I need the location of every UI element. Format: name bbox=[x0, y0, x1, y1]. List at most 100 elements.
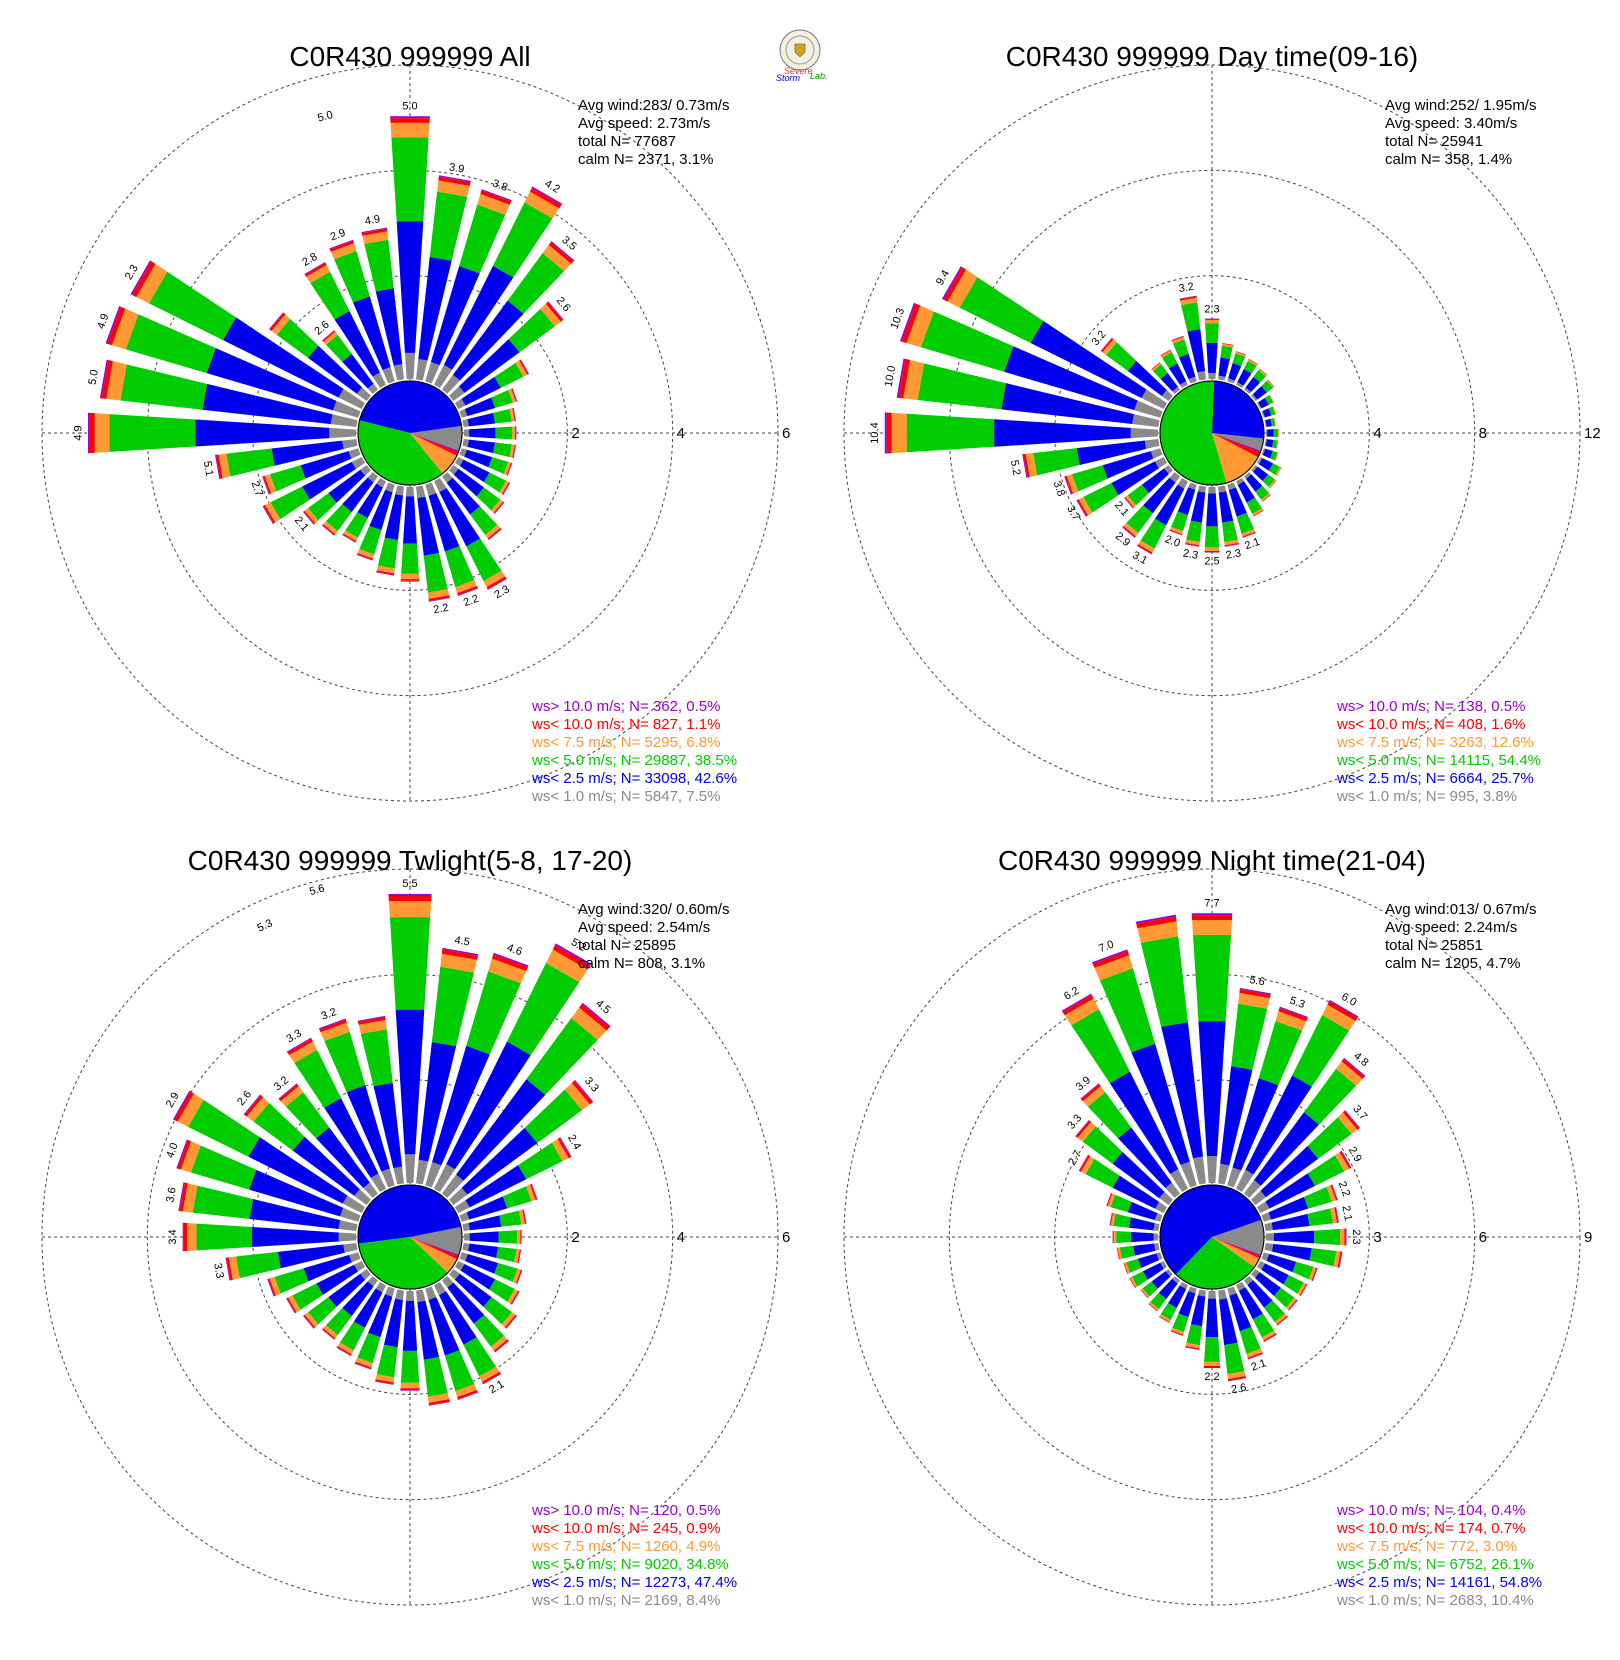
rose-bar-150-lt2_5 bbox=[1237, 481, 1255, 503]
rose-bar-140-lt10 bbox=[487, 527, 502, 540]
rose-bar-270-lt2_5 bbox=[1130, 1231, 1154, 1243]
rose-bar-310-calm bbox=[1161, 389, 1173, 401]
rose-bar-50-gt10 bbox=[574, 1079, 594, 1103]
rose-bar-330-lt2_5 bbox=[1169, 363, 1187, 385]
rose-bar-10-lt2_5 bbox=[418, 1042, 457, 1162]
stat-line: total N= 77687 bbox=[578, 133, 676, 150]
bar-total-label: 2.1 bbox=[1340, 1205, 1354, 1222]
rose-bar-150-lt7_5 bbox=[1252, 508, 1264, 516]
rose-bar-0-lt2_5 bbox=[1206, 342, 1218, 374]
bar-total-label: 2.9 bbox=[164, 1090, 182, 1109]
range-ring-label: 4 bbox=[1373, 425, 1381, 442]
rose-bar-320-lt5 bbox=[285, 1092, 330, 1139]
rose-bar-130-lt7_5 bbox=[501, 1312, 516, 1328]
rose-bar-260-calm bbox=[343, 1243, 358, 1253]
rose-bar-180-lt2_5 bbox=[1205, 1298, 1219, 1338]
pie-slice-ws<10 bbox=[410, 1237, 459, 1260]
rose-bar-300-calm bbox=[342, 1195, 366, 1213]
rose-bar-190-lt2_5 bbox=[384, 494, 403, 541]
rose-bar-90-lt10 bbox=[1344, 1228, 1346, 1246]
rose-bar-180-calm bbox=[1208, 1290, 1216, 1299]
rose-bar-120-lt5 bbox=[1268, 463, 1280, 475]
rose-bar-20-gt10 bbox=[1279, 1006, 1309, 1019]
rose-bar-250-calm bbox=[348, 448, 361, 459]
pie-slice-ws<5 bbox=[358, 420, 443, 485]
rose-bar-230-calm bbox=[360, 1269, 371, 1280]
rose-bar-190-lt7_5 bbox=[1185, 1342, 1200, 1349]
rose-bar-70-lt10 bbox=[511, 388, 517, 402]
rose-bar-260-calm bbox=[1154, 1243, 1160, 1251]
legend-entry: ws< 1.0 m/s; N= 5847, 7.5% bbox=[531, 788, 720, 805]
rose-bar-130-lt2_5 bbox=[454, 1273, 492, 1307]
rose-bar-80-lt7_5 bbox=[509, 408, 515, 422]
rose-bar-70-lt2_5 bbox=[466, 1196, 508, 1220]
rose-bar-140-lt2_5 bbox=[1247, 1280, 1273, 1308]
rose-bar-60-lt2_5 bbox=[461, 376, 501, 406]
pie-slice-ws<10 bbox=[1212, 433, 1261, 458]
rose-bar-310-gt10 bbox=[1100, 337, 1113, 352]
rose-bar-250-lt2_5 bbox=[300, 451, 352, 479]
legend-entry: ws< 1.0 m/s; N= 995, 3.8% bbox=[1336, 788, 1517, 805]
rose-bar-180-lt10 bbox=[1204, 550, 1220, 553]
rose-bar-330-lt7_5 bbox=[289, 1041, 318, 1063]
rose-bar-30-gt10 bbox=[531, 186, 563, 206]
rose-bar-310-lt10 bbox=[244, 1095, 264, 1117]
rose-bar-340-lt2_5 bbox=[346, 1085, 390, 1172]
legend-entry: ws< 7.5 m/s; N= 3263, 12.6% bbox=[1336, 734, 1534, 751]
rose-bar-200-lt10 bbox=[354, 1361, 372, 1370]
bar-total-label: 5.5 bbox=[402, 878, 417, 890]
rose-bar-230-lt5 bbox=[308, 493, 337, 521]
rose-bar-300-lt5 bbox=[1085, 1158, 1120, 1188]
rose-bar-190-calm bbox=[1197, 1289, 1206, 1297]
rose-bar-330-lt10 bbox=[1160, 349, 1171, 356]
rose-bar-110-lt2_5 bbox=[464, 449, 493, 468]
rose-bar-180-lt5 bbox=[400, 1350, 420, 1383]
rose-bar-60-lt5 bbox=[1264, 395, 1274, 405]
rose-bar-150-gt10 bbox=[482, 1373, 502, 1385]
range-ring-label: 9 bbox=[1584, 1229, 1592, 1246]
bar-total-label: 3.3 bbox=[211, 1262, 225, 1279]
rose-bar-100-lt7_5 bbox=[1333, 1250, 1341, 1268]
rose-bar-90-lt5 bbox=[495, 426, 513, 440]
stat-line: total N= 25895 bbox=[578, 937, 676, 954]
rose-bar-130-lt5 bbox=[483, 1297, 512, 1325]
rose-bar-340-calm bbox=[382, 367, 395, 384]
rose-bar-210-gt10 bbox=[342, 534, 356, 543]
rose-bar-340-gt10 bbox=[329, 239, 354, 250]
range-ring bbox=[843, 868, 1581, 1606]
rose-bar-120-lt2_5 bbox=[460, 1264, 496, 1290]
rose-bar-170-lt2_5 bbox=[417, 1300, 440, 1360]
bar-total-label: 3.8 bbox=[1051, 480, 1068, 498]
rose-bar-310-lt5 bbox=[1082, 1126, 1123, 1164]
rose-bar-190-calm bbox=[1197, 485, 1206, 493]
rose-bar-60-lt5 bbox=[1307, 1155, 1345, 1186]
rose-bar-160-lt7_5 bbox=[455, 580, 477, 594]
rose-bar-210-lt5 bbox=[1140, 518, 1167, 549]
rose-bar-170-lt5 bbox=[423, 1357, 448, 1397]
rose-bar-320-calm bbox=[367, 383, 378, 394]
rose-bar-330-lt7_5 bbox=[1064, 998, 1099, 1026]
rose-bar-60-gt10 bbox=[520, 359, 530, 375]
rose-bar-310-lt7_5 bbox=[271, 314, 291, 335]
rose-bar-70-lt2_5 bbox=[1268, 1196, 1309, 1220]
rose-bar-240-lt2_5 bbox=[316, 1264, 359, 1295]
rose-bar-120-lt7_5 bbox=[1275, 466, 1282, 476]
rose-bar-280-lt5 bbox=[917, 363, 1006, 410]
rose-bar-50-lt10 bbox=[571, 1080, 593, 1105]
rose-bar-30-lt7_5 bbox=[546, 949, 588, 983]
rose-bar-110-calm bbox=[459, 1252, 468, 1262]
rose-bar-130-lt5 bbox=[476, 487, 501, 511]
rose-bar-120-gt10 bbox=[1300, 1284, 1308, 1297]
rose-bar-40-lt10 bbox=[579, 1004, 610, 1031]
rose-bar-100-lt5 bbox=[1309, 1248, 1337, 1267]
rose-bar-30-lt5 bbox=[507, 962, 580, 1056]
rose-bar-330-lt2_5 bbox=[324, 1098, 379, 1178]
rose-bar-340-lt7_5 bbox=[330, 243, 357, 260]
rose-bar-350-lt10 bbox=[357, 1017, 386, 1025]
rose-bar-40-lt5 bbox=[507, 253, 565, 314]
bar-total-label: 2.1 bbox=[1249, 1357, 1267, 1374]
rose-bar-350-lt10 bbox=[1136, 916, 1177, 929]
rose-bar-40-calm bbox=[442, 1174, 464, 1198]
rose-bar-280-lt7_5 bbox=[1110, 1213, 1116, 1226]
